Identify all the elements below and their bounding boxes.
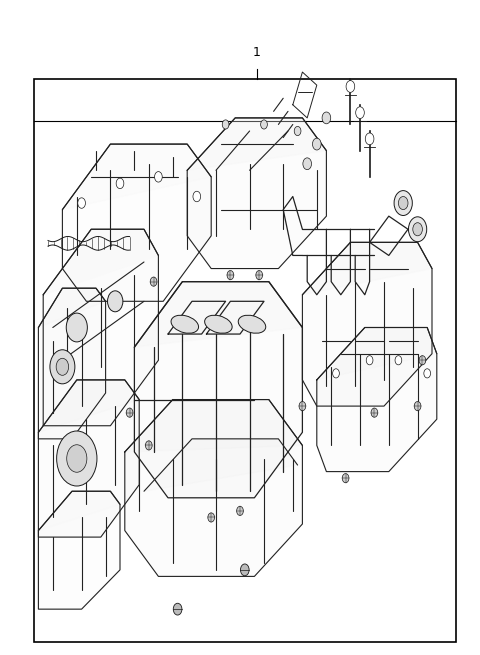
Circle shape bbox=[240, 564, 249, 576]
Circle shape bbox=[414, 402, 421, 411]
Polygon shape bbox=[38, 288, 106, 439]
Ellipse shape bbox=[238, 315, 266, 333]
Circle shape bbox=[150, 277, 157, 286]
Circle shape bbox=[398, 196, 408, 210]
Circle shape bbox=[322, 112, 331, 124]
Circle shape bbox=[294, 126, 301, 136]
Polygon shape bbox=[62, 144, 211, 301]
Circle shape bbox=[50, 350, 75, 384]
Circle shape bbox=[173, 603, 182, 615]
Circle shape bbox=[424, 369, 431, 378]
Circle shape bbox=[303, 158, 312, 170]
Circle shape bbox=[67, 445, 87, 472]
Circle shape bbox=[419, 356, 426, 365]
Circle shape bbox=[394, 191, 412, 215]
Circle shape bbox=[78, 198, 85, 208]
Circle shape bbox=[261, 120, 267, 129]
Circle shape bbox=[108, 291, 123, 312]
Ellipse shape bbox=[171, 315, 199, 333]
Circle shape bbox=[193, 191, 201, 202]
Polygon shape bbox=[38, 380, 139, 537]
Polygon shape bbox=[134, 282, 302, 347]
Polygon shape bbox=[53, 262, 144, 328]
Polygon shape bbox=[206, 301, 264, 334]
Circle shape bbox=[66, 313, 87, 342]
Circle shape bbox=[413, 223, 422, 236]
Polygon shape bbox=[250, 131, 288, 170]
Circle shape bbox=[56, 358, 69, 375]
Polygon shape bbox=[43, 229, 158, 426]
Circle shape bbox=[222, 120, 229, 129]
Circle shape bbox=[371, 408, 378, 417]
Circle shape bbox=[256, 271, 263, 280]
Circle shape bbox=[145, 441, 152, 450]
Polygon shape bbox=[125, 400, 302, 452]
Polygon shape bbox=[125, 400, 302, 576]
Circle shape bbox=[57, 431, 97, 486]
Circle shape bbox=[333, 369, 339, 378]
Polygon shape bbox=[216, 131, 250, 170]
Circle shape bbox=[312, 138, 321, 150]
Circle shape bbox=[155, 172, 162, 182]
Polygon shape bbox=[144, 439, 298, 491]
Ellipse shape bbox=[204, 315, 232, 333]
Polygon shape bbox=[187, 118, 326, 170]
Text: 1: 1 bbox=[253, 46, 261, 59]
Polygon shape bbox=[187, 118, 326, 269]
Polygon shape bbox=[317, 328, 437, 472]
Circle shape bbox=[408, 217, 427, 242]
Circle shape bbox=[342, 474, 349, 483]
Bar bbox=[34, 79, 456, 642]
Polygon shape bbox=[43, 229, 158, 295]
Circle shape bbox=[237, 506, 243, 515]
Circle shape bbox=[395, 356, 402, 365]
Polygon shape bbox=[38, 491, 120, 531]
Polygon shape bbox=[168, 301, 226, 334]
Polygon shape bbox=[317, 328, 437, 380]
Polygon shape bbox=[62, 144, 211, 210]
Circle shape bbox=[126, 408, 133, 417]
Circle shape bbox=[299, 402, 306, 411]
Circle shape bbox=[365, 133, 374, 145]
Polygon shape bbox=[53, 301, 144, 367]
Circle shape bbox=[356, 107, 364, 119]
Polygon shape bbox=[302, 242, 432, 295]
Circle shape bbox=[227, 271, 234, 280]
Circle shape bbox=[346, 81, 355, 92]
Polygon shape bbox=[134, 282, 302, 498]
Circle shape bbox=[208, 513, 215, 522]
Circle shape bbox=[116, 178, 124, 189]
Polygon shape bbox=[38, 380, 139, 432]
Polygon shape bbox=[302, 242, 432, 406]
Circle shape bbox=[366, 356, 373, 365]
Polygon shape bbox=[38, 491, 120, 609]
Polygon shape bbox=[38, 288, 106, 328]
